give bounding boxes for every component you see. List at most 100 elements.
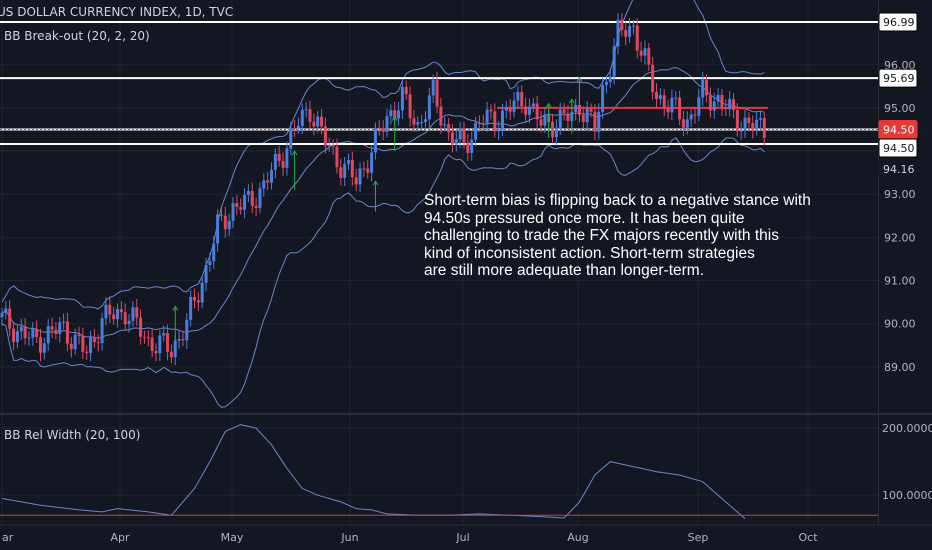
candle-body [320,116,324,127]
candle-body [477,122,481,124]
candle-body [27,337,31,339]
candle-body [281,161,285,168]
bb-rel-width-pane[interactable] [0,424,878,519]
candle-body [639,50,643,56]
candle-body [208,261,212,266]
candle-body [31,328,35,338]
candle-body [216,214,220,244]
candle-body [77,334,81,336]
candle-body [19,326,23,332]
candle-body [54,329,58,335]
candle-body [131,307,135,321]
commentary-line: are still more adequate than longer-term… [424,262,705,280]
candle-body [628,26,632,37]
candle-body [304,109,308,111]
candle-body [762,118,766,138]
candle-body [293,128,297,130]
candle-body [239,206,243,210]
commentary-text: Short-term bias is flipping back to a ne… [424,192,874,280]
candle-body [635,25,639,51]
candle-body [539,119,543,126]
candle-body [389,110,393,117]
candle-body [104,304,108,319]
candle-body [62,321,66,323]
candle-body [527,106,531,115]
price-label-box [878,138,918,158]
candle-body [212,243,216,262]
candle-body [139,317,143,337]
candle-body [189,296,193,320]
candle-body [585,108,589,123]
candle-body [593,111,597,132]
x-tick-label: Aug [567,531,588,544]
signal-arrow-head [172,305,179,311]
y-tick-label-lower: 100.0000 [882,489,932,502]
candle-body [643,48,647,56]
candle-body [732,99,735,110]
chart-title: US DOLLAR CURRENCY INDEX, 1D, TVC [0,5,234,19]
candle-body [166,333,170,352]
candle-body [658,95,662,100]
candle-body [185,319,189,341]
candle-body [647,48,651,65]
signal-arrow-head [372,180,379,186]
candle-body [516,91,520,101]
candle-body [362,168,366,170]
commentary-line: Short-term bias is flipping back to a ne… [424,192,811,209]
candle-body [431,79,435,96]
candle-body [277,153,281,162]
candle-body [524,106,528,115]
candle-body [12,328,16,343]
candle-body [243,194,247,210]
candle-body [404,86,408,95]
candle-body [343,163,347,178]
commentary-line: 94.50s pressured once more. It has been … [424,209,745,227]
candle-body [385,116,389,132]
candle-body [474,122,478,140]
candle-body [724,107,728,110]
candle-body [566,113,570,121]
candle-body [493,111,497,132]
candle-body [624,29,628,37]
candle-body [739,130,743,132]
candle-body [508,107,512,112]
candle-body [119,309,123,313]
candle-body [454,139,458,145]
candle-body [316,116,320,127]
candle-body [373,127,377,153]
candle-body [69,343,73,350]
candle-body [285,148,289,168]
price-label-text: 94.16 [883,163,915,176]
candle-body [96,342,100,344]
candle-body [655,91,658,100]
candle-body [435,79,439,107]
candle-body [447,124,451,133]
candle-body [751,123,755,130]
x-tick-label: May [221,531,244,544]
candle-body [439,106,443,126]
candle-body [116,309,119,320]
candle-body [270,169,273,183]
indicator-legend-bb-breakout: BB Break-out (20, 2, 20) [4,29,150,43]
candle-body [616,19,620,47]
candles[interactable] [0,13,766,365]
candle-body [712,101,716,111]
candle-body [8,308,12,329]
candle-body [504,107,508,111]
y-tick-label: 93.00 [884,188,916,201]
y-tick-label: 95.00 [884,102,916,115]
candle-body [512,100,516,112]
candle-body [397,110,401,119]
candle-body [412,118,416,125]
candle-body [581,114,585,123]
candle-body [747,117,751,124]
price-label-text: 96.99 [883,16,915,29]
horizontal-lines [0,21,878,145]
candle-body [497,129,501,132]
candle-body [651,64,655,92]
signal-arrow-head [568,98,575,104]
price-label-text: 94.50 [883,124,915,137]
candle-body [335,146,339,168]
